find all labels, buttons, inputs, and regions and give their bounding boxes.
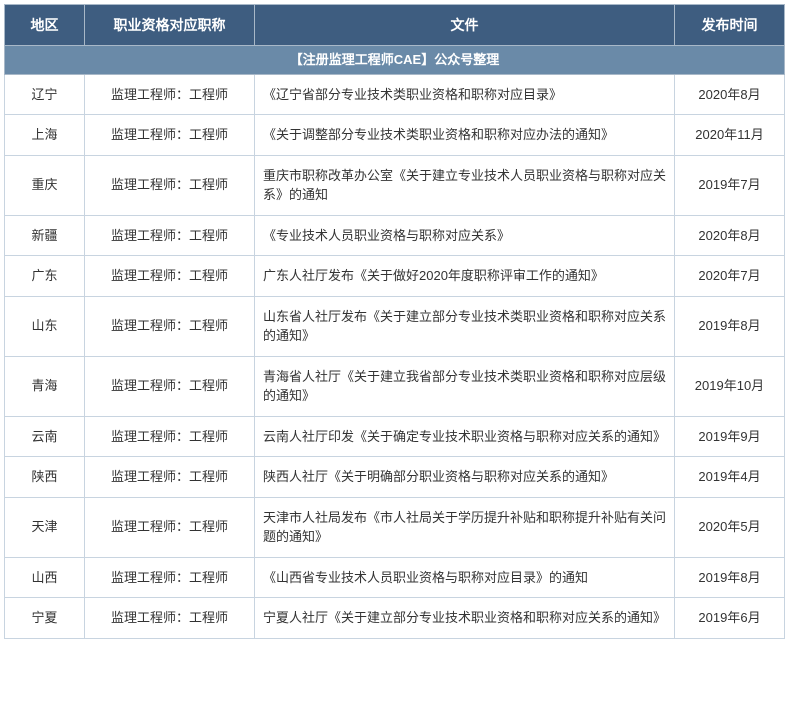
cell-document: 青海省人社厅《关于建立我省部分专业技术类职业资格和职称对应层级的通知》 bbox=[255, 356, 675, 416]
cell-region: 天津 bbox=[5, 497, 85, 557]
table-row: 山西监理工程师：工程师《山西省专业技术人员职业资格与职称对应目录》的通知2019… bbox=[5, 557, 785, 598]
qualification-table: 地区 职业资格对应职称 文件 发布时间 【注册监理工程师CAE】公众号整理 辽宁… bbox=[4, 4, 785, 639]
cell-document: 云南人社厅印发《关于确定专业技术职业资格与职称对应关系的通知》 bbox=[255, 416, 675, 457]
cell-date: 2020年8月 bbox=[675, 74, 785, 115]
table-row: 宁夏监理工程师：工程师宁夏人社厅《关于建立部分专业技术职业资格和职称对应关系的通… bbox=[5, 598, 785, 639]
cell-qualification: 监理工程师：工程师 bbox=[85, 256, 255, 297]
header-document: 文件 bbox=[255, 5, 675, 46]
cell-region: 上海 bbox=[5, 115, 85, 156]
cell-region: 辽宁 bbox=[5, 74, 85, 115]
cell-document: 广东人社厅发布《关于做好2020年度职称评审工作的通知》 bbox=[255, 256, 675, 297]
cell-date: 2020年7月 bbox=[675, 256, 785, 297]
cell-region: 山东 bbox=[5, 296, 85, 356]
banner-text: 【注册监理工程师CAE】公众号整理 bbox=[5, 46, 785, 75]
cell-region: 云南 bbox=[5, 416, 85, 457]
cell-document: 重庆市职称改革办公室《关于建立专业技术人员职业资格与职称对应关系》的通知 bbox=[255, 155, 675, 215]
cell-date: 2019年8月 bbox=[675, 557, 785, 598]
cell-region: 山西 bbox=[5, 557, 85, 598]
cell-document: 陕西人社厅《关于明确部分职业资格与职称对应关系的通知》 bbox=[255, 457, 675, 498]
cell-qualification: 监理工程师：工程师 bbox=[85, 557, 255, 598]
header-region: 地区 bbox=[5, 5, 85, 46]
table-row: 上海监理工程师：工程师《关于调整部分专业技术类职业资格和职称对应办法的通知》20… bbox=[5, 115, 785, 156]
cell-date: 2020年8月 bbox=[675, 215, 785, 256]
cell-qualification: 监理工程师：工程师 bbox=[85, 457, 255, 498]
cell-qualification: 监理工程师：工程师 bbox=[85, 215, 255, 256]
cell-document: 山东省人社厅发布《关于建立部分专业技术类职业资格和职称对应关系的通知》 bbox=[255, 296, 675, 356]
cell-qualification: 监理工程师：工程师 bbox=[85, 115, 255, 156]
cell-date: 2019年10月 bbox=[675, 356, 785, 416]
cell-region: 广东 bbox=[5, 256, 85, 297]
table-row: 新疆监理工程师：工程师《专业技术人员职业资格与职称对应关系》2020年8月 bbox=[5, 215, 785, 256]
cell-qualification: 监理工程师：工程师 bbox=[85, 74, 255, 115]
cell-date: 2019年6月 bbox=[675, 598, 785, 639]
table-header-row: 地区 职业资格对应职称 文件 发布时间 bbox=[5, 5, 785, 46]
cell-region: 陕西 bbox=[5, 457, 85, 498]
cell-qualification: 监理工程师：工程师 bbox=[85, 416, 255, 457]
table-row: 辽宁监理工程师：工程师《辽宁省部分专业技术类职业资格和职称对应目录》2020年8… bbox=[5, 74, 785, 115]
cell-date: 2019年4月 bbox=[675, 457, 785, 498]
table-row: 云南监理工程师：工程师云南人社厅印发《关于确定专业技术职业资格与职称对应关系的通… bbox=[5, 416, 785, 457]
cell-document: 《专业技术人员职业资格与职称对应关系》 bbox=[255, 215, 675, 256]
cell-document: 《辽宁省部分专业技术类职业资格和职称对应目录》 bbox=[255, 74, 675, 115]
cell-qualification: 监理工程师：工程师 bbox=[85, 497, 255, 557]
cell-qualification: 监理工程师：工程师 bbox=[85, 356, 255, 416]
table-row: 山东监理工程师：工程师山东省人社厅发布《关于建立部分专业技术类职业资格和职称对应… bbox=[5, 296, 785, 356]
table-row: 重庆监理工程师：工程师重庆市职称改革办公室《关于建立专业技术人员职业资格与职称对… bbox=[5, 155, 785, 215]
table-row: 天津监理工程师：工程师天津市人社局发布《市人社局关于学历提升补贴和职称提升补贴有… bbox=[5, 497, 785, 557]
cell-region: 重庆 bbox=[5, 155, 85, 215]
cell-region: 新疆 bbox=[5, 215, 85, 256]
cell-region: 青海 bbox=[5, 356, 85, 416]
header-date: 发布时间 bbox=[675, 5, 785, 46]
header-qualification: 职业资格对应职称 bbox=[85, 5, 255, 46]
table-row: 陕西监理工程师：工程师陕西人社厅《关于明确部分职业资格与职称对应关系的通知》20… bbox=[5, 457, 785, 498]
cell-qualification: 监理工程师：工程师 bbox=[85, 155, 255, 215]
cell-document: 宁夏人社厅《关于建立部分专业技术职业资格和职称对应关系的通知》 bbox=[255, 598, 675, 639]
cell-document: 天津市人社局发布《市人社局关于学历提升补贴和职称提升补贴有关问题的通知》 bbox=[255, 497, 675, 557]
cell-document: 《山西省专业技术人员职业资格与职称对应目录》的通知 bbox=[255, 557, 675, 598]
cell-date: 2019年9月 bbox=[675, 416, 785, 457]
cell-region: 宁夏 bbox=[5, 598, 85, 639]
table-row: 青海监理工程师：工程师青海省人社厅《关于建立我省部分专业技术类职业资格和职称对应… bbox=[5, 356, 785, 416]
cell-date: 2020年5月 bbox=[675, 497, 785, 557]
cell-date: 2019年8月 bbox=[675, 296, 785, 356]
cell-date: 2019年7月 bbox=[675, 155, 785, 215]
cell-qualification: 监理工程师：工程师 bbox=[85, 296, 255, 356]
banner-row: 【注册监理工程师CAE】公众号整理 bbox=[5, 46, 785, 75]
cell-qualification: 监理工程师：工程师 bbox=[85, 598, 255, 639]
table-row: 广东监理工程师：工程师广东人社厅发布《关于做好2020年度职称评审工作的通知》2… bbox=[5, 256, 785, 297]
cell-date: 2020年11月 bbox=[675, 115, 785, 156]
cell-document: 《关于调整部分专业技术类职业资格和职称对应办法的通知》 bbox=[255, 115, 675, 156]
